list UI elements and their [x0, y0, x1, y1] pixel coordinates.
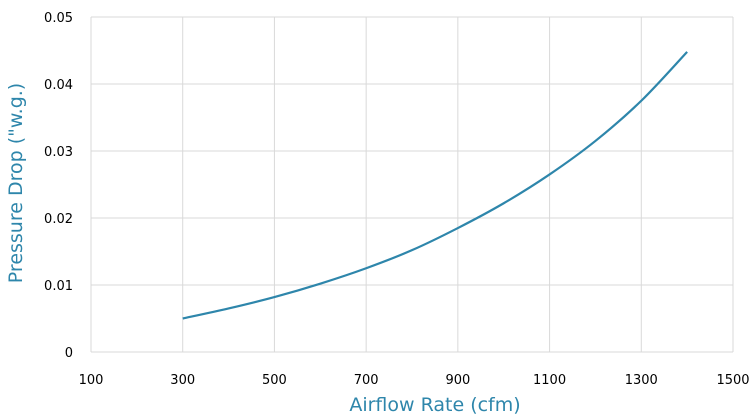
x-tick-label: 1500	[716, 373, 749, 388]
x-tick-label: 1100	[533, 373, 566, 388]
grid	[90, 16, 734, 353]
x-tick-label: 100	[79, 373, 104, 388]
x-tick-label: 1300	[625, 373, 658, 388]
tick-labels: 100 300 500 700 900 1100 1300 1500 0 0.01 0.02 0.03…	[44, 11, 750, 388]
x-tick-label: 300	[170, 373, 195, 388]
y-tick-label: 0.02	[44, 212, 73, 227]
y-tick-label: 0.01	[44, 279, 73, 294]
x-tick-label: 700	[354, 373, 379, 388]
y-tick-label: 0.04	[44, 78, 73, 93]
x-tick-label: 900	[445, 373, 470, 388]
x-tick-label: 500	[262, 373, 287, 388]
y-tick-label: 0.05	[44, 11, 73, 26]
pressure-drop-series-line	[182, 51, 688, 320]
x-axis-title: Airflow Rate (cfm)	[349, 394, 520, 416]
y-tick-label: 0	[65, 346, 73, 361]
y-axis-title: Pressure Drop ("w.g.)	[5, 83, 27, 283]
series-layer	[182, 51, 688, 320]
y-tick-label: 0.03	[44, 145, 73, 160]
